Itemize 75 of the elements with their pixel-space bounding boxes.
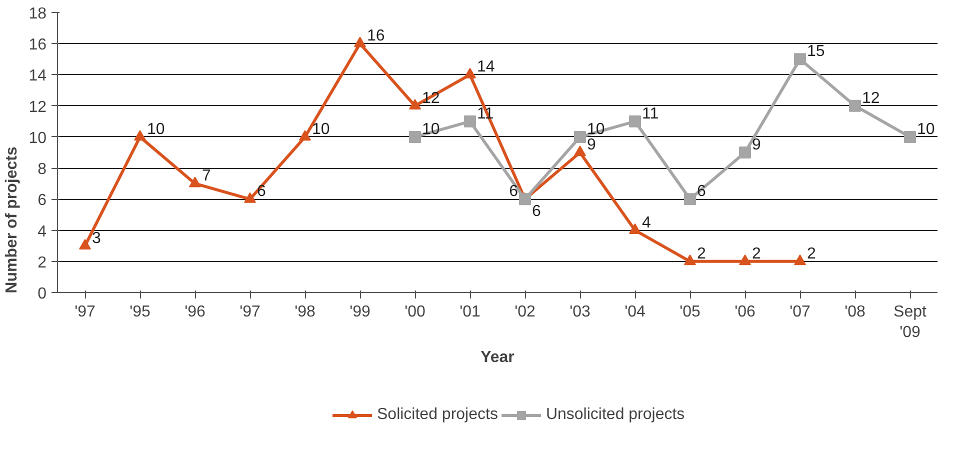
data-label: 10 <box>422 120 440 138</box>
y-tick-label: 18 <box>28 6 47 22</box>
x-tick-label: '97 <box>240 304 261 320</box>
data-label: 2 <box>697 245 706 262</box>
point <box>354 36 366 48</box>
point <box>684 193 696 206</box>
point <box>904 130 916 143</box>
y-tick-label: 2 <box>38 254 47 272</box>
data-label: 10 <box>587 120 605 138</box>
x-tick-label: '97 <box>74 304 96 320</box>
point <box>739 146 751 158</box>
point <box>519 193 531 206</box>
x-tick-label: '99 <box>350 304 371 320</box>
data-label: 9 <box>587 136 596 154</box>
x-tick-label: '96 <box>184 304 206 320</box>
point <box>244 192 256 203</box>
y-tick-label: 4 <box>38 223 47 240</box>
y-tick-label: 6 <box>38 192 47 210</box>
point <box>464 68 476 78</box>
point <box>189 176 201 188</box>
x-tick-label: '00 <box>404 304 426 320</box>
point <box>299 130 311 141</box>
x-tick-label: '06 <box>734 304 756 320</box>
y-axis-title: Number of projects <box>4 146 21 294</box>
x-axis-title: Year <box>480 348 514 366</box>
point <box>574 130 586 143</box>
data-label: 9 <box>752 136 761 154</box>
y-tick-label: 10 <box>28 130 47 147</box>
x-tick-label: '05 <box>680 304 701 320</box>
x-tick-label: '04 <box>624 304 646 320</box>
data-label: 6 <box>697 183 706 200</box>
x-tick-label: '01 <box>460 304 481 320</box>
y-tick-label: 12 <box>28 98 47 116</box>
x-tick-label: '07 <box>790 304 811 320</box>
data-label: 12 <box>862 90 880 107</box>
x-tick-label: '98 <box>294 304 316 320</box>
y-tick-label: 16 <box>28 36 47 54</box>
point <box>409 130 421 143</box>
point <box>409 98 421 110</box>
data-label: 4 <box>642 214 651 232</box>
point <box>684 254 696 266</box>
data-label: 10 <box>917 120 935 138</box>
x-tick-label: '03 <box>570 304 591 320</box>
data-label: 16 <box>367 28 385 45</box>
data-label: 6 <box>509 183 518 200</box>
x-tick-label: Sept '09 <box>894 304 928 341</box>
data-label: 14 <box>477 58 495 76</box>
point <box>464 115 476 128</box>
data-label: 15 <box>807 43 825 60</box>
x-tick-label: '08 <box>844 304 866 320</box>
data-label: 6 <box>532 203 541 220</box>
point <box>629 115 641 128</box>
point <box>79 238 91 250</box>
point <box>794 254 806 266</box>
point <box>134 130 146 141</box>
data-label: 6 <box>257 183 266 200</box>
y-tick-label: 0 <box>38 286 47 302</box>
legend-label: Solicited projects <box>377 406 498 424</box>
point <box>849 100 861 112</box>
data-label: 7 <box>202 168 211 185</box>
data-label: 11 <box>642 105 659 122</box>
legend-label: Unsolicited projects <box>546 406 685 424</box>
x-tick-label: '95 <box>130 304 151 320</box>
data-label: 3 <box>92 230 101 247</box>
point <box>794 53 806 66</box>
data-label: 10 <box>312 120 330 138</box>
y-tick-label: 14 <box>28 68 47 85</box>
point <box>629 223 641 234</box>
data-label: 2 <box>807 245 816 262</box>
data-label: 2 <box>752 245 761 262</box>
x-tick-label: '02 <box>514 304 536 320</box>
y-tick-label: 8 <box>38 161 47 178</box>
point <box>739 254 751 266</box>
point <box>574 146 586 156</box>
data-label: 10 <box>147 120 165 138</box>
